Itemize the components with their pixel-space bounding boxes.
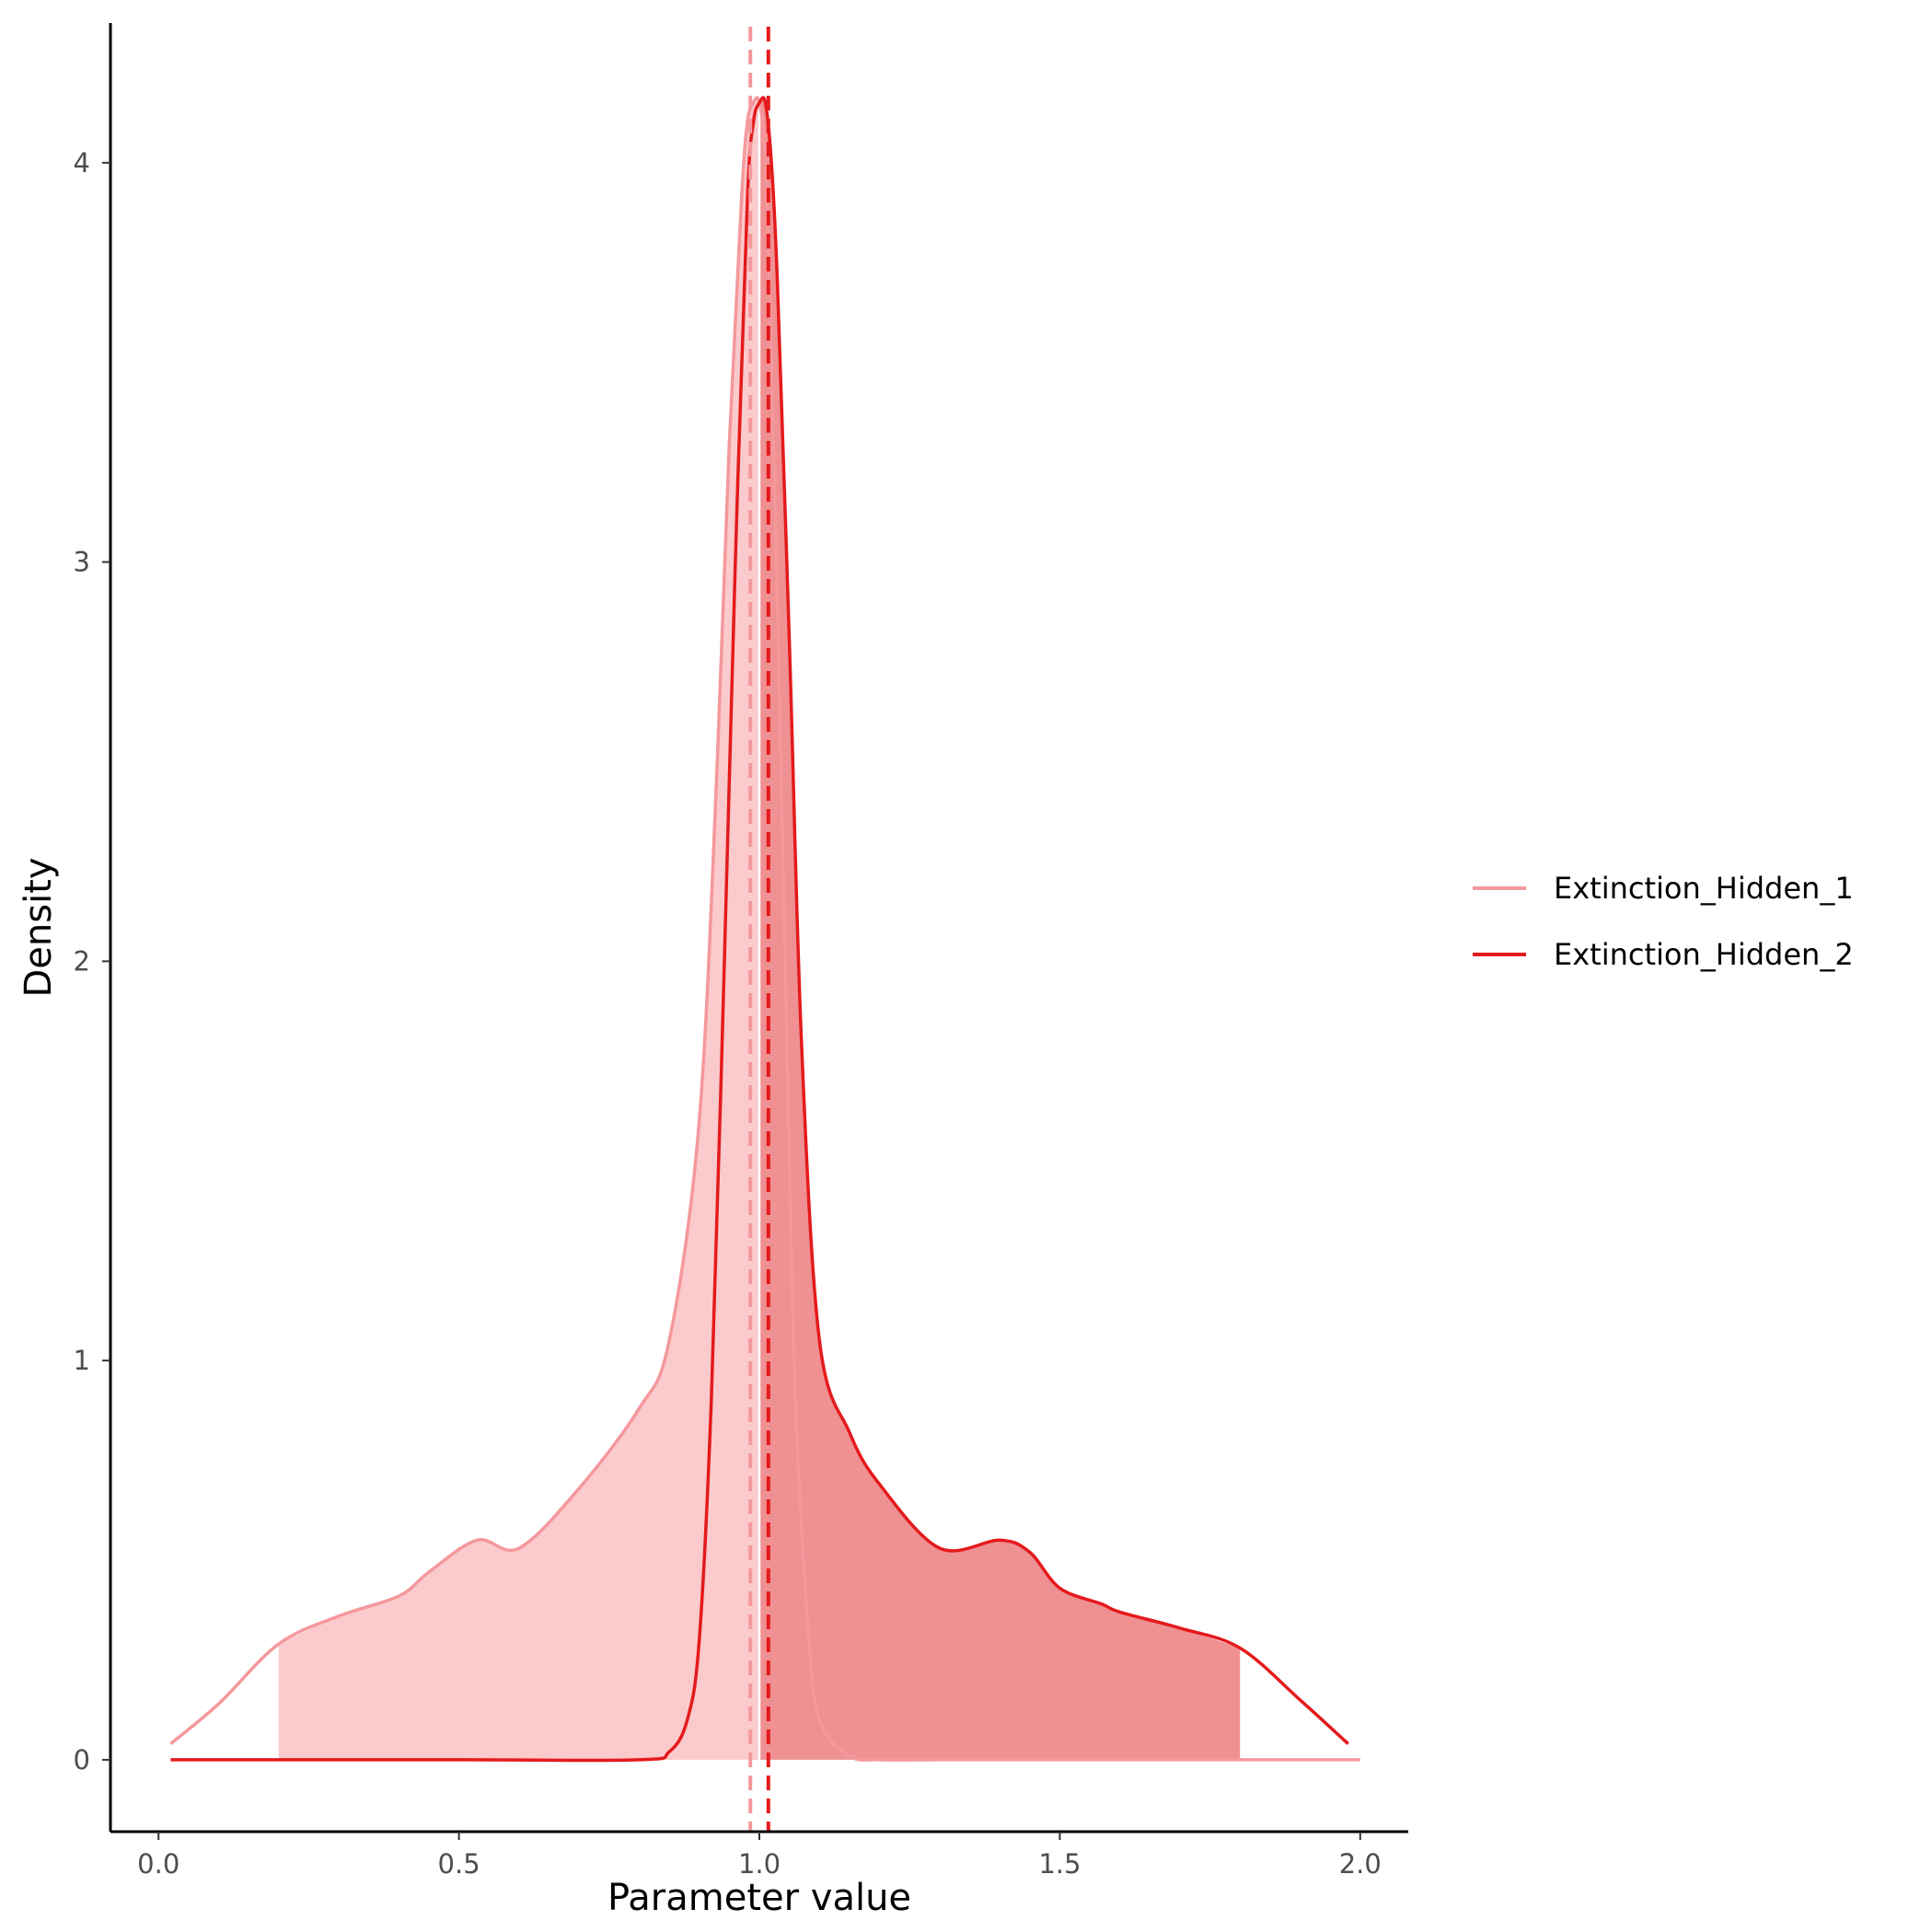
legend: Extinction_Hidden_1 Extinction_Hidden_2 [1473, 871, 1854, 972]
density-shaded-areas [278, 98, 1241, 1760]
x-tick-label: 2.0 [1339, 1848, 1382, 1880]
x-tick-label: 1.0 [738, 1848, 781, 1880]
y-tick-label: 4 [74, 147, 90, 179]
y-tick-label: 3 [74, 547, 90, 578]
density-curve-series-2 [170, 96, 1349, 1763]
x-tick-label: 1.5 [1038, 1848, 1081, 1880]
y-tick-label: 1 [74, 1345, 90, 1376]
shaded-area-series-2 [759, 98, 1241, 1760]
y-axis-title: Density [17, 857, 60, 997]
legend-label-series-2: Extinction_Hidden_2 [1554, 937, 1854, 972]
x-axis-title: Parameter value [607, 1877, 911, 1919]
x-tick-label: 0.5 [438, 1848, 480, 1880]
density-curves [169, 96, 1360, 1763]
x-tick-label: 0.0 [137, 1848, 179, 1880]
legend-label-series-1: Extinction_Hidden_1 [1554, 871, 1854, 906]
density-curve-series-1 [169, 96, 1360, 1762]
shaded-area-series-1 [278, 101, 759, 1760]
mean-lines [748, 27, 770, 1832]
x-axis-ticks: 0.0 0.5 1.0 1.5 2.0 [137, 1832, 1382, 1880]
y-tick-label: 0 [74, 1744, 90, 1776]
y-tick-label: 2 [74, 945, 90, 977]
y-axis-ticks: 0 1 2 3 4 [74, 147, 110, 1776]
